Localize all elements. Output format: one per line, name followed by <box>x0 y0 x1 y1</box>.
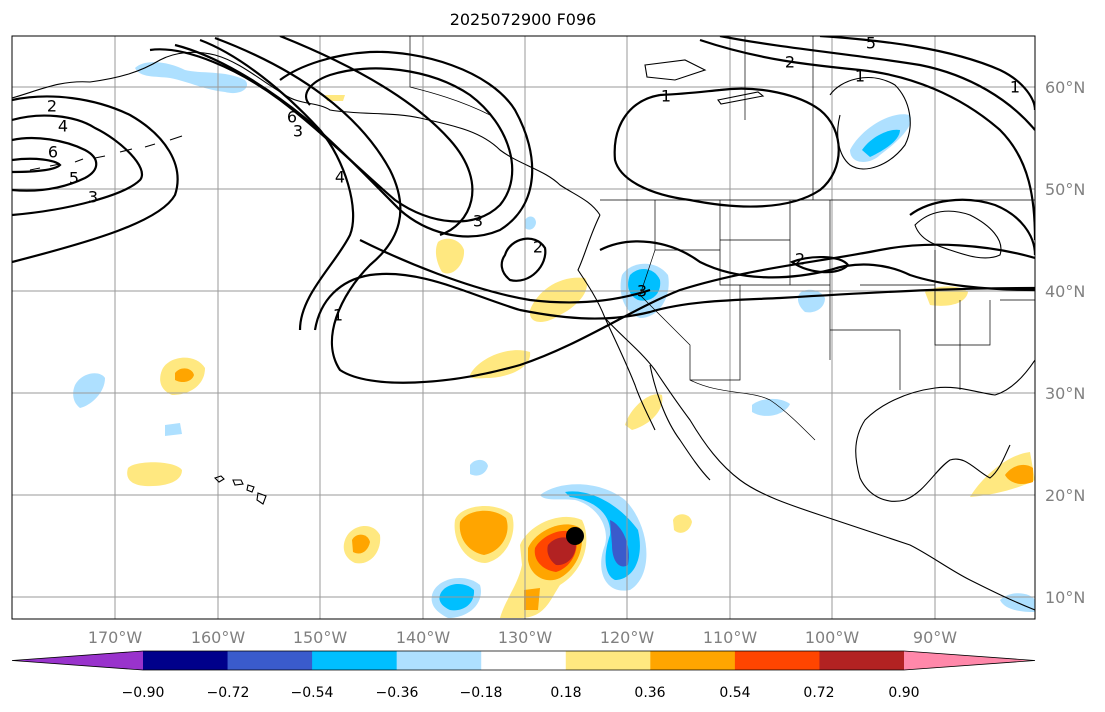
colorbar-outline <box>11 650 1036 671</box>
colorbar-tick-label: −0.18 <box>460 685 503 701</box>
colorbar-ticks: −0.90 −0.72 −0.54 −0.36 −0.18 0.18 0.36 … <box>122 685 920 701</box>
storm-center-dot <box>566 527 584 545</box>
lat-label: 40°N <box>1045 282 1085 301</box>
contour-label: 6 <box>48 143 58 162</box>
colorbar-cell <box>396 651 482 670</box>
lon-label: 100°W <box>805 628 860 647</box>
colorbar-cell <box>734 651 820 670</box>
lat-label: 30°N <box>1045 384 1085 403</box>
colorbar-cell <box>904 651 1035 670</box>
colorbar-tick-label: −0.72 <box>207 685 250 701</box>
contour-label: 3 <box>637 282 647 301</box>
lon-label: 110°W <box>703 628 758 647</box>
lon-label: 140°W <box>396 628 451 647</box>
contour-label: 2 <box>785 53 795 72</box>
lon-label: 90°W <box>913 628 957 647</box>
latitude-labels: 60°N 50°N 40°N 30°N 20°N 10°N <box>1045 78 1085 607</box>
contour-label: 3 <box>88 188 98 207</box>
contour-labels: 1 1 1 1 2 2 2 2 3 3 3 3 4 4 5 5 6 6 <box>47 34 1020 325</box>
contour-label: 2 <box>47 97 57 116</box>
colorbar-cell <box>819 651 905 670</box>
lat-label: 20°N <box>1045 486 1085 505</box>
plot-title: 2025072900 F096 <box>449 10 597 29</box>
contour-label: 1 <box>333 306 343 325</box>
contour-lines <box>12 36 1035 384</box>
colorbar-cell <box>12 651 143 670</box>
shaded-anomalies <box>73 62 1035 618</box>
lon-label: 150°W <box>293 628 348 647</box>
colorbar-cell <box>650 651 736 670</box>
contour-label: 2 <box>795 250 805 269</box>
contour-label: 2 <box>533 238 543 257</box>
lon-label: 120°W <box>600 628 655 647</box>
colorbar: −0.90 −0.72 −0.54 −0.36 −0.18 0.18 0.36 … <box>11 650 1036 701</box>
contour-label: 1 <box>855 67 865 86</box>
colorbar-cell <box>227 651 313 670</box>
colorbar-tick-label: 0.72 <box>803 685 834 701</box>
colorbar-tick-label: −0.54 <box>291 685 334 701</box>
colorbar-cell <box>481 651 567 670</box>
colorbar-cell <box>143 651 229 670</box>
contour-label: 1 <box>661 87 671 106</box>
colorbar-tick-label: 0.36 <box>634 685 665 701</box>
lat-label: 60°N <box>1045 78 1085 97</box>
lon-label: 130°W <box>498 628 553 647</box>
contour-label: 4 <box>335 168 345 187</box>
lon-label: 170°W <box>88 628 143 647</box>
lat-label: 50°N <box>1045 180 1085 199</box>
colorbar-tick-label: 0.90 <box>888 685 919 701</box>
longitude-labels: 170°W 160°W 150°W 140°W 130°W 120°W 110°… <box>88 628 957 647</box>
graticule <box>12 36 1035 619</box>
colorbar-cell <box>565 651 651 670</box>
contour-label: 3 <box>293 122 303 141</box>
contour-label: 1 <box>1010 78 1020 97</box>
colorbar-cell <box>312 651 398 670</box>
lat-label: 10°N <box>1045 588 1085 607</box>
contour-label: 6 <box>287 108 297 127</box>
contour-label: 5 <box>69 169 79 188</box>
contour-label: 3 <box>473 212 483 231</box>
colorbar-tick-label: 0.54 <box>719 685 750 701</box>
colorbar-tick-label: −0.36 <box>376 685 419 701</box>
contour-label: 4 <box>58 117 68 136</box>
contour-label: 5 <box>866 34 876 53</box>
map-frame <box>11 35 1036 620</box>
colorbar-tick-label: −0.90 <box>122 685 165 701</box>
colorbar-tick-label: 0.18 <box>550 685 581 701</box>
lon-label: 160°W <box>191 628 246 647</box>
